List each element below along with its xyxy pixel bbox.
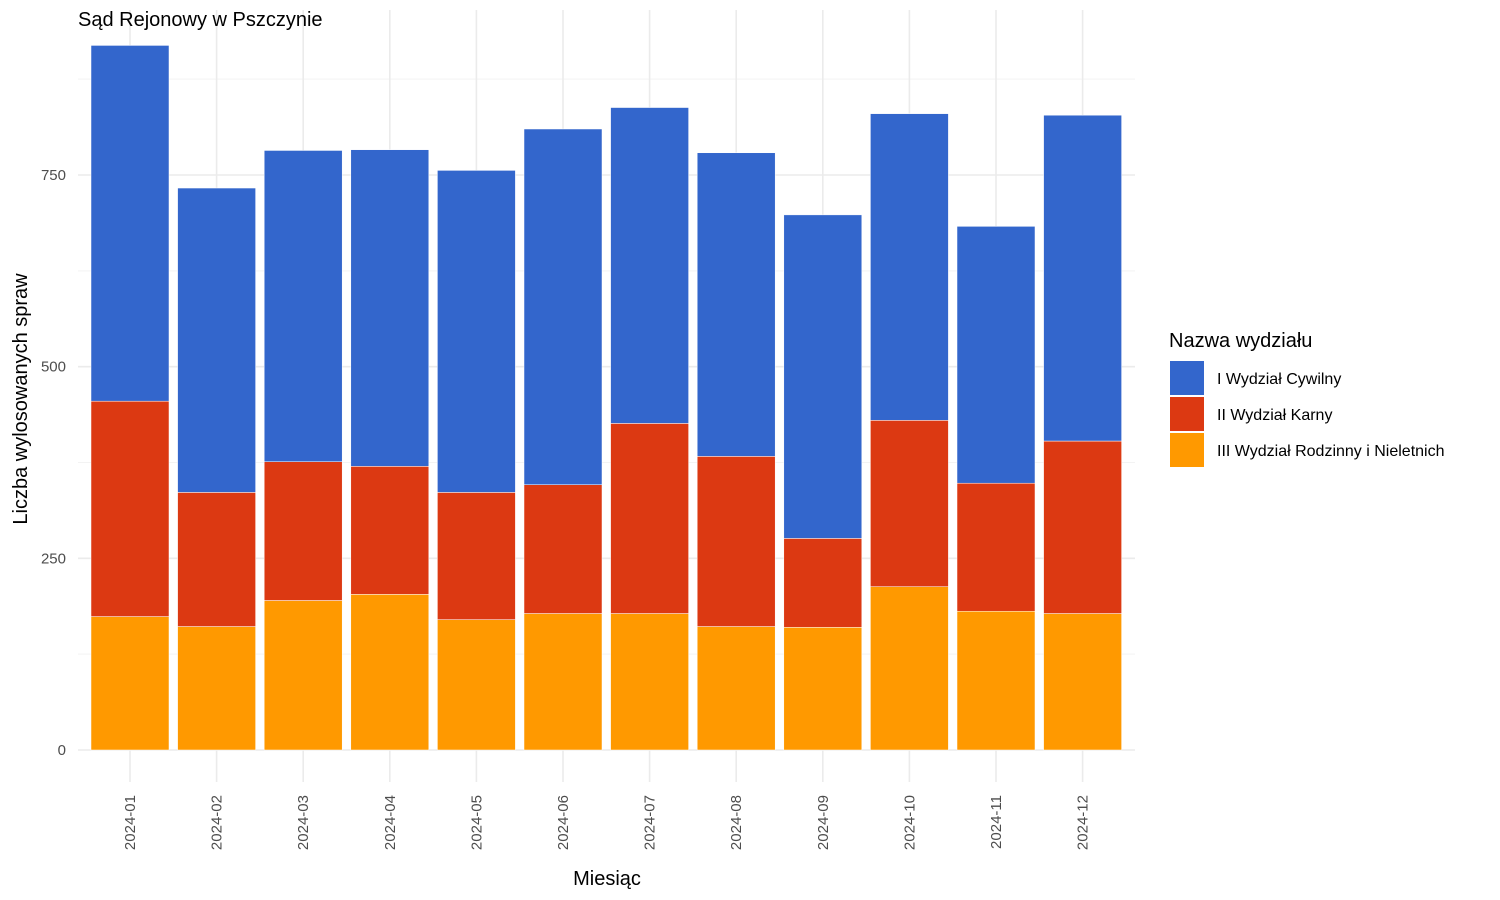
x-tick-label: 2024-03	[295, 795, 312, 850]
bar-segment	[437, 492, 516, 620]
bar-segment	[870, 420, 949, 587]
x-tick-label: 2024-12	[1075, 795, 1092, 850]
bar-segment	[90, 616, 170, 751]
bar-segment	[263, 150, 343, 462]
y-tick-label: 250	[41, 550, 66, 567]
x-tick-label: 2024-05	[468, 795, 485, 850]
bar-segment	[610, 613, 689, 751]
bar-segment	[1043, 440, 1122, 614]
bar-segment	[437, 619, 516, 751]
x-tick-label: 2024-11	[988, 795, 1005, 849]
legend-items: I Wydział Cywilny II Wydział Karny III Wyd…	[1170, 361, 1445, 467]
x-tick-label: 2024-07	[642, 795, 659, 850]
bar-segment	[956, 482, 1036, 612]
x-axis-title: Miesiąc	[573, 868, 641, 890]
bar-segment	[523, 484, 603, 614]
bar-segment	[610, 423, 689, 614]
bar-segment	[1043, 613, 1122, 751]
bar-segment	[177, 626, 256, 751]
bar-segment	[90, 400, 170, 617]
bar-segment	[783, 214, 863, 539]
x-tick-label: 2024-04	[382, 795, 399, 850]
bar-segment	[523, 613, 603, 751]
bar-segment	[1043, 114, 1122, 442]
x-tick-label: 2024-06	[555, 795, 572, 850]
x-tick-label: 2024-10	[901, 795, 918, 850]
bar-segment	[696, 456, 776, 627]
bar-segment	[696, 626, 776, 751]
y-tick-label: 0	[58, 742, 66, 759]
bar-segment	[783, 627, 863, 751]
y-tick-label: 500	[41, 359, 66, 376]
legend-label: II Wydział Karny	[1217, 407, 1332, 424]
bar-segment	[350, 466, 430, 595]
y-axis-ticks: 0 250 500 750	[41, 167, 66, 759]
bar-segment	[437, 170, 516, 493]
bar-segment	[177, 492, 256, 627]
legend-key	[1170, 361, 1204, 395]
bar-segment	[263, 600, 343, 751]
y-axis-title: Liczba wylosowanych spraw	[10, 273, 32, 525]
bar-segment	[610, 107, 689, 424]
bar-segment	[350, 594, 430, 751]
x-tick-label: 2024-02	[209, 795, 226, 850]
x-axis-ticks: 2024-01 2024-02 2024-03 2024-04 2024-05 2024-…	[122, 795, 1092, 850]
bar-segment	[870, 113, 949, 421]
legend: Nazwa wydziału I Wydział Cywilny II Wydzi…	[1169, 330, 1445, 467]
bar-segment	[870, 586, 949, 751]
x-tick-label: 2024-01	[122, 795, 139, 850]
bar-segment	[956, 610, 1036, 751]
bar-segment	[177, 187, 256, 493]
bars	[90, 45, 1122, 751]
bar-segment	[956, 226, 1036, 484]
bar-segment	[523, 128, 603, 485]
x-tick-label: 2024-08	[728, 795, 745, 850]
y-tick-label: 750	[41, 167, 66, 184]
legend-key	[1170, 433, 1204, 467]
legend-title: Nazwa wydziału	[1169, 330, 1312, 352]
bar-segment	[90, 45, 170, 402]
bar-segment	[696, 152, 776, 457]
legend-label: III Wydział Rodzinny i Nieletnich	[1217, 443, 1445, 460]
x-tick-label: 2024-09	[815, 795, 832, 850]
bar-segment	[263, 461, 343, 601]
legend-label: I Wydział Cywilny	[1217, 371, 1341, 388]
legend-key	[1170, 397, 1204, 431]
chart-title: Sąd Rejonowy w Pszczynie	[78, 9, 323, 31]
bar-segment	[350, 149, 430, 467]
bar-segment	[783, 538, 863, 628]
